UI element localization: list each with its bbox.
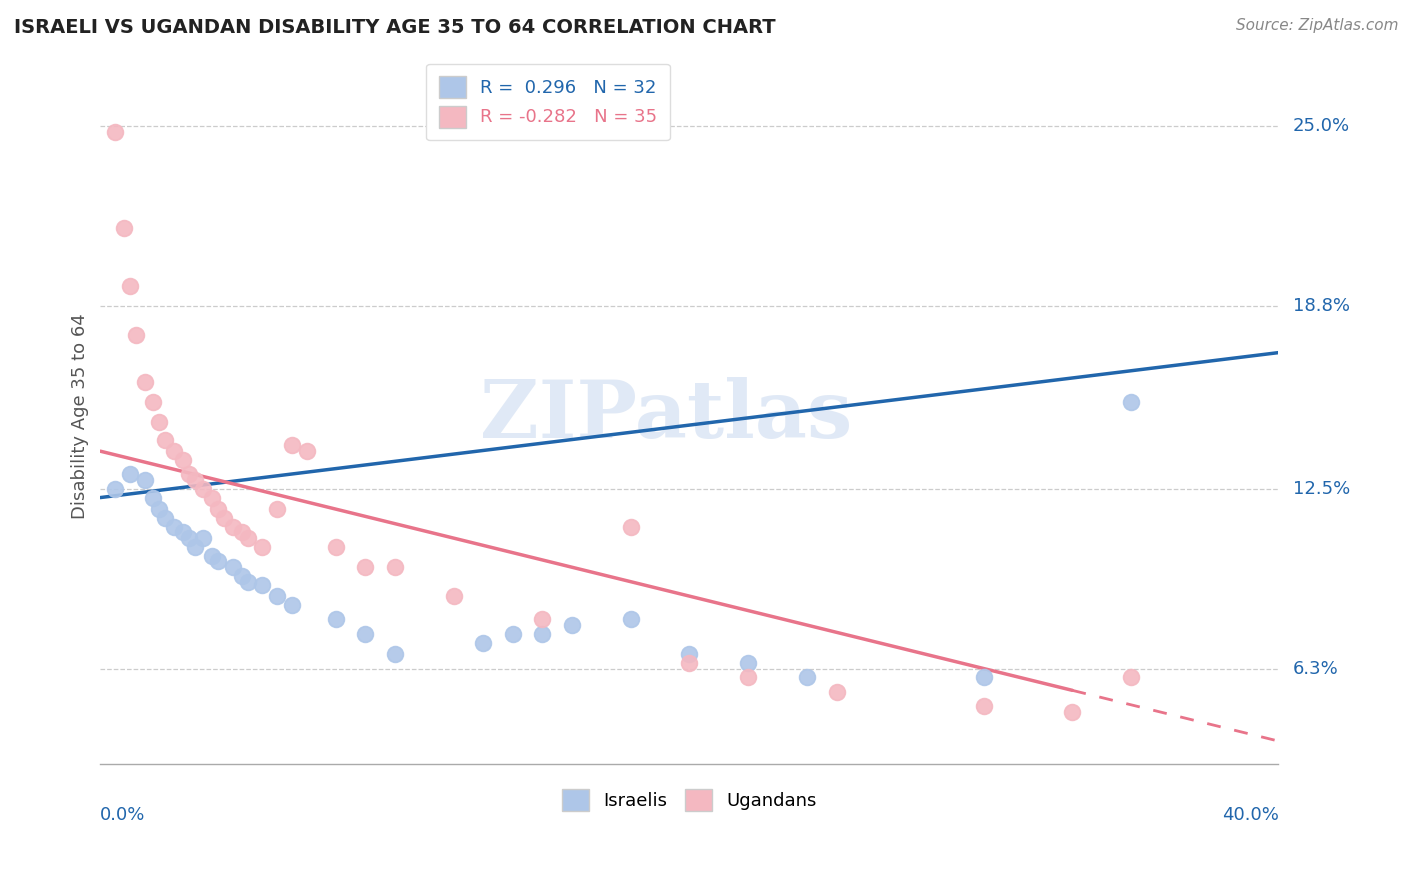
Point (134, 473, 156, 487)
Point (281, 438, 304, 452)
Point (531, 612, 554, 626)
Text: ZIPatlas: ZIPatlas (479, 377, 852, 456)
Point (118, 467, 141, 482)
Point (384, 560, 406, 574)
Point (148, 415, 170, 429)
Text: 6.3%: 6.3% (1292, 659, 1339, 678)
Point (252, 577, 274, 591)
Point (183, 540, 205, 554)
Point (295, 444, 318, 458)
Text: 18.8%: 18.8% (1292, 297, 1350, 315)
Point (163, 519, 186, 533)
Point (796, 670, 818, 684)
Point (825, 685, 848, 699)
Text: 25.0%: 25.0% (1292, 118, 1350, 136)
Point (193, 482, 215, 496)
Point (112, 221, 135, 235)
Point (678, 647, 700, 661)
Text: 0.0%: 0.0% (100, 806, 146, 824)
Point (104, 482, 127, 496)
Point (502, 627, 524, 641)
Point (1121, 670, 1143, 684)
Point (172, 453, 194, 467)
Point (222, 519, 245, 533)
Point (281, 598, 304, 612)
Point (325, 540, 347, 554)
Text: 40.0%: 40.0% (1222, 806, 1278, 824)
Point (737, 670, 759, 684)
Point (118, 279, 141, 293)
Point (153, 433, 176, 447)
Point (266, 502, 288, 516)
Point (222, 560, 245, 574)
Point (531, 627, 554, 641)
Point (177, 531, 200, 545)
Y-axis label: Disability Age 35 to 64: Disability Age 35 to 64 (72, 313, 89, 519)
Point (266, 589, 288, 603)
Point (153, 511, 176, 525)
Point (172, 525, 194, 540)
Point (354, 627, 377, 641)
Point (384, 647, 406, 661)
Point (201, 491, 224, 505)
Point (973, 670, 995, 684)
Point (236, 574, 259, 589)
Point (134, 375, 156, 389)
Text: Source: ZipAtlas.com: Source: ZipAtlas.com (1236, 18, 1399, 33)
Point (177, 467, 200, 482)
Point (207, 554, 229, 568)
Legend: Israelis, Ugandans: Israelis, Ugandans (554, 781, 824, 818)
Point (472, 635, 495, 649)
Point (142, 395, 165, 409)
Point (1062, 705, 1084, 719)
Point (973, 699, 995, 714)
Point (325, 612, 347, 626)
Point (561, 618, 583, 632)
Point (193, 531, 215, 545)
Point (737, 656, 759, 670)
Point (678, 656, 700, 670)
Point (236, 531, 259, 545)
Point (619, 612, 641, 626)
Point (142, 491, 165, 505)
Point (183, 473, 205, 487)
Point (163, 444, 186, 458)
Point (619, 519, 641, 533)
Text: ISRAELI VS UGANDAN DISABILITY AGE 35 TO 64 CORRELATION CHART: ISRAELI VS UGANDAN DISABILITY AGE 35 TO … (14, 18, 776, 37)
Point (252, 540, 274, 554)
Point (231, 525, 253, 540)
Point (354, 560, 377, 574)
Point (1121, 395, 1143, 409)
Point (443, 589, 465, 603)
Point (148, 502, 170, 516)
Point (231, 569, 253, 583)
Point (207, 502, 229, 516)
Point (104, 125, 127, 139)
Point (201, 549, 224, 563)
Point (125, 328, 148, 343)
Text: 12.5%: 12.5% (1292, 480, 1350, 498)
Point (212, 511, 235, 525)
